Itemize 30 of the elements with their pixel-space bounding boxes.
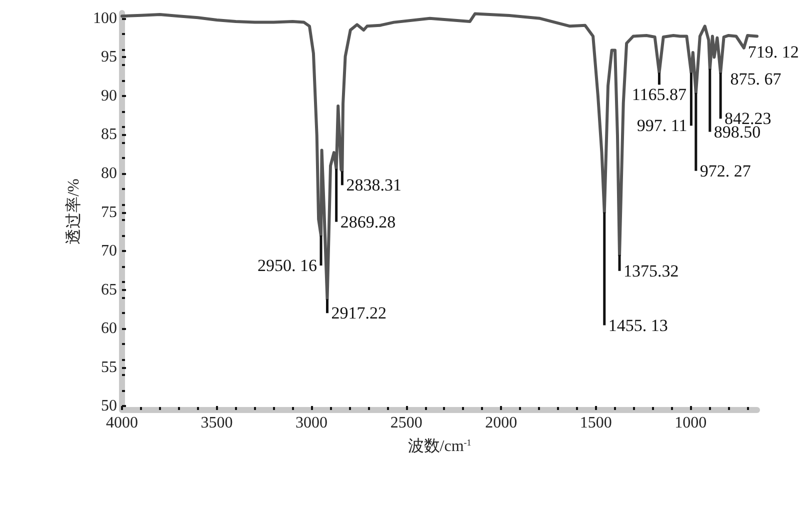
annotation: 1455. 13 <box>608 316 668 335</box>
x-tick-label: 1000 <box>674 414 707 432</box>
y-tick-label: 85 <box>101 126 117 144</box>
annotation: 1375.32 <box>624 261 679 280</box>
y-tick-label: 95 <box>101 48 117 66</box>
y-tick-label: 70 <box>101 242 117 260</box>
annotation: 2838.31 <box>346 176 402 195</box>
annotation: 2917.22 <box>331 304 386 323</box>
x-tick-label: 2000 <box>485 414 518 432</box>
y-axis-title: 透过率/% <box>64 178 82 244</box>
y-tick-label: 65 <box>101 281 117 298</box>
x-tick-label: 4000 <box>106 414 138 432</box>
y-tick-label: 80 <box>101 165 117 182</box>
annotation: 1165.87 <box>632 85 688 104</box>
y-tick-label: 60 <box>101 320 117 338</box>
annotation: 997. 11 <box>636 116 688 136</box>
y-tick-label: 55 <box>101 358 117 376</box>
annotation: 972. 27 <box>700 161 752 180</box>
annotation: 2869.28 <box>340 212 396 232</box>
y-tick-label: 50 <box>101 398 117 415</box>
x-tick-label: 3000 <box>296 414 328 432</box>
y-tick-label: 100 <box>93 10 117 27</box>
x-tick-label: 1500 <box>580 414 612 432</box>
x-tick-label: 3500 <box>200 414 233 432</box>
annotation: 2950. 16 <box>258 256 317 276</box>
y-tick-label: 75 <box>101 204 117 221</box>
annotation: 875. 67 <box>730 70 782 89</box>
annotation: 719. 12 <box>748 42 799 62</box>
x-tick-label: 2500 <box>390 414 422 432</box>
y-tick-label: 90 <box>101 87 117 104</box>
